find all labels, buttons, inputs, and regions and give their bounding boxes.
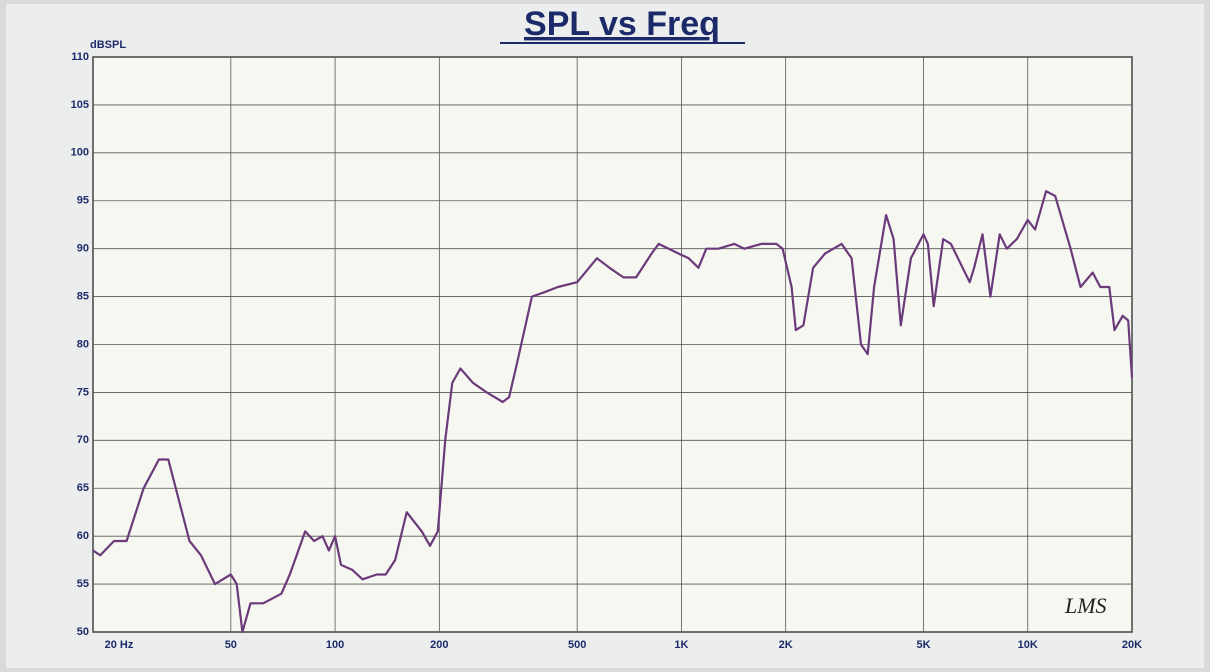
y-tick-label: 75 bbox=[77, 386, 89, 398]
y-tick-label: 65 bbox=[77, 482, 89, 494]
y-tick-label: 90 bbox=[77, 243, 89, 255]
x-tick-label: 200 bbox=[430, 639, 448, 651]
annotation: LMS bbox=[1064, 593, 1107, 618]
y-tick-label: 55 bbox=[77, 578, 89, 590]
y-tick-label: 70 bbox=[77, 434, 89, 446]
x-tick-label: 50 bbox=[225, 639, 237, 651]
x-tick-label: 2K bbox=[779, 639, 793, 651]
y-tick-label: 110 bbox=[71, 51, 89, 63]
y-tick-label: 95 bbox=[77, 195, 89, 207]
x-tick-label: 1K bbox=[674, 639, 688, 651]
x-tick-label: 20 Hz bbox=[105, 639, 134, 651]
y-tick-label: 80 bbox=[77, 338, 89, 350]
x-tick-label: 500 bbox=[568, 639, 586, 651]
chart-title: SPL vs Freq bbox=[524, 5, 720, 43]
x-tick-label: 10K bbox=[1018, 639, 1038, 651]
y-tick-label: 100 bbox=[71, 147, 89, 159]
y-tick-label: 105 bbox=[71, 99, 89, 111]
y-tick-label: 50 bbox=[77, 626, 89, 638]
spl-line bbox=[92, 190, 1134, 634]
y-tick-label: 60 bbox=[77, 530, 89, 542]
y-axis-label: dBSPL bbox=[90, 39, 126, 51]
y-tick-label: 85 bbox=[77, 290, 89, 302]
x-tick-label: 5K bbox=[916, 639, 930, 651]
x-tick-label: 100 bbox=[326, 639, 344, 651]
x-tick-label: 20K bbox=[1122, 639, 1142, 651]
